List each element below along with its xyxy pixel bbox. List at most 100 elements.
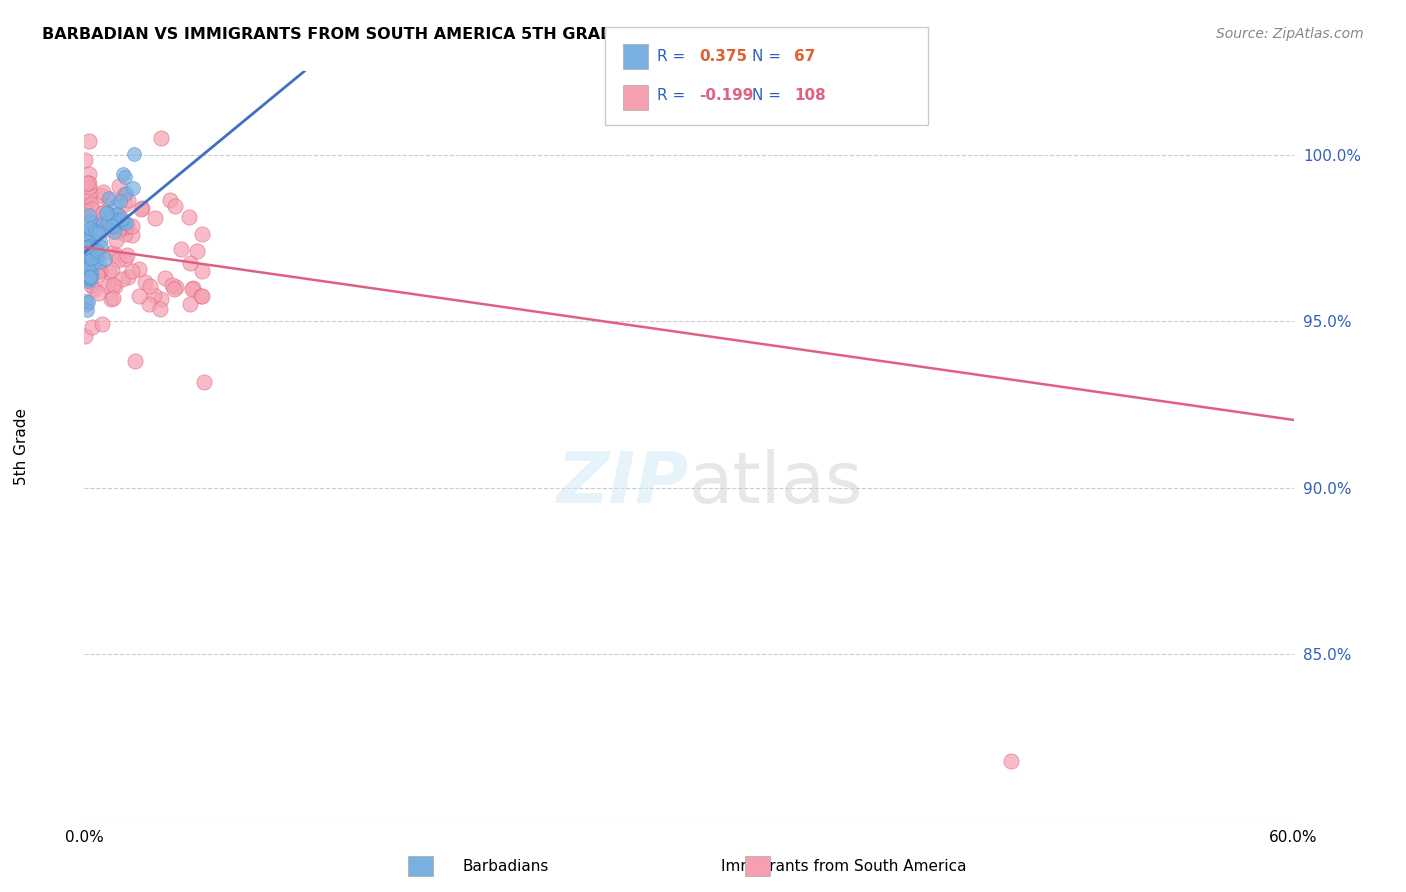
Point — [80, 240, 103, 254]
Point — [84, 254, 107, 268]
Point — [105, 207, 128, 221]
Point — [124, 354, 146, 368]
Point — [79, 269, 101, 284]
Point — [100, 219, 122, 233]
Point — [107, 224, 129, 238]
Text: ZIP: ZIP — [557, 449, 689, 518]
Point — [94, 217, 117, 231]
Point — [186, 244, 208, 259]
Point — [80, 266, 103, 280]
Point — [87, 224, 110, 238]
Point — [107, 252, 129, 267]
Point — [179, 297, 201, 311]
Point — [153, 270, 176, 285]
Text: N =: N = — [752, 88, 786, 103]
Point — [87, 254, 110, 268]
Point — [82, 239, 104, 253]
Point — [75, 235, 97, 249]
Point — [121, 228, 143, 243]
Point — [190, 263, 212, 277]
Text: 0.375: 0.375 — [699, 49, 747, 63]
Point — [75, 204, 97, 219]
Point — [77, 134, 100, 148]
Point — [77, 167, 100, 181]
Point — [75, 252, 97, 267]
Point — [91, 219, 114, 234]
Point — [179, 256, 201, 270]
Point — [75, 240, 97, 254]
Point — [121, 264, 143, 278]
Point — [76, 256, 98, 270]
Point — [163, 199, 186, 213]
Point — [142, 288, 165, 302]
Point — [84, 248, 107, 262]
Point — [129, 202, 152, 216]
Point — [90, 317, 112, 331]
Text: 108: 108 — [794, 88, 827, 103]
Point — [75, 246, 97, 260]
Point — [76, 261, 98, 276]
Point — [94, 205, 117, 219]
Point — [191, 227, 214, 241]
Point — [128, 289, 150, 303]
Point — [75, 236, 97, 251]
Point — [117, 193, 139, 207]
Point — [89, 263, 111, 277]
Point — [110, 214, 132, 228]
Point — [97, 191, 120, 205]
Point — [104, 233, 127, 247]
Point — [76, 176, 98, 190]
Point — [163, 282, 186, 296]
Point — [75, 227, 97, 241]
Text: atlas: atlas — [689, 449, 863, 518]
Point — [80, 257, 103, 271]
Point — [79, 249, 101, 263]
Point — [107, 221, 129, 235]
Point — [80, 253, 103, 268]
Point — [80, 266, 103, 280]
Point — [93, 204, 115, 219]
Point — [77, 180, 100, 194]
Point — [111, 167, 134, 181]
Point — [83, 216, 105, 230]
Point — [103, 225, 125, 239]
Point — [117, 218, 139, 232]
Point — [89, 264, 111, 278]
Point — [138, 296, 160, 310]
Point — [101, 245, 124, 260]
Point — [77, 176, 100, 190]
Point — [79, 252, 101, 267]
Point — [97, 279, 120, 293]
Point — [111, 272, 134, 286]
Point — [143, 211, 166, 225]
Point — [77, 295, 100, 310]
Point — [190, 289, 212, 303]
Point — [86, 244, 108, 259]
Point — [79, 246, 101, 260]
Point — [86, 268, 108, 282]
Text: R =: R = — [657, 88, 690, 103]
Point — [89, 234, 111, 248]
Point — [80, 202, 103, 217]
Point — [128, 261, 150, 276]
Point — [117, 269, 139, 284]
Point — [122, 147, 145, 161]
Point — [75, 294, 97, 309]
Point — [105, 213, 128, 227]
Point — [76, 235, 98, 249]
Point — [86, 250, 108, 264]
Point — [159, 193, 181, 207]
Point — [79, 221, 101, 235]
Point — [77, 235, 100, 249]
Point — [76, 227, 98, 241]
Point — [77, 208, 100, 222]
Point — [91, 206, 114, 220]
Point — [75, 202, 97, 217]
Point — [114, 216, 136, 230]
Point — [75, 265, 97, 279]
Text: Immigrants from South America: Immigrants from South America — [721, 859, 966, 874]
Point — [100, 292, 122, 306]
Point — [89, 263, 111, 277]
Text: R =: R = — [657, 49, 690, 63]
Point — [107, 218, 129, 232]
